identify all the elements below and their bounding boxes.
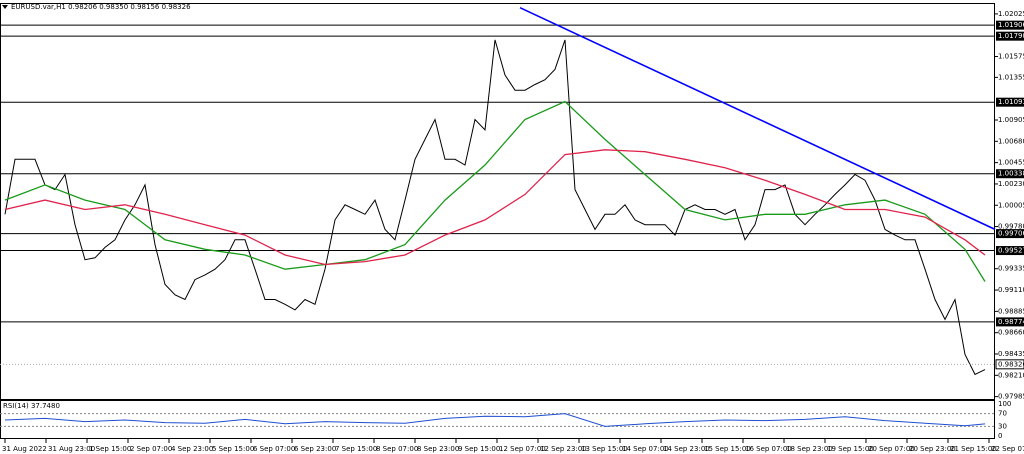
x-tick-label: 1 Sep 15:00 bbox=[89, 445, 131, 453]
current-price-label: 0.98326 bbox=[998, 360, 1024, 368]
y-tick-label: 1.00905 bbox=[998, 116, 1024, 124]
y-tick-label: 0.99335 bbox=[998, 265, 1024, 273]
x-tick-label: 18 Sep 23:00 bbox=[786, 445, 833, 453]
rsi-line bbox=[4, 413, 986, 427]
x-tick-label: 13 Sep 15:00 bbox=[581, 445, 628, 453]
x-tick-label: 6 Sep 07:00 bbox=[253, 445, 295, 453]
x-tick-label: 22 Sep 07:00 bbox=[991, 445, 1024, 453]
y-tick-label: 1.01575 bbox=[998, 53, 1024, 61]
x-tick-label: 16 Sep 07:00 bbox=[745, 445, 792, 453]
y-tick-label: 0.98885 bbox=[998, 307, 1024, 315]
price-frame bbox=[0, 3, 995, 400]
x-tick-label: 31 Aug 2022 bbox=[2, 445, 47, 453]
level-label: 0.99527 bbox=[998, 247, 1024, 255]
rsi-tick-label: 30 bbox=[998, 422, 1007, 430]
y-tick-label: 1.00230 bbox=[998, 180, 1024, 188]
rsi-tick-label: 100 bbox=[998, 400, 1011, 408]
rsi-tick-label: 0 bbox=[998, 432, 1002, 440]
y-tick-label: 1.01355 bbox=[998, 73, 1024, 81]
y-tick-label: 1.00455 bbox=[998, 159, 1024, 167]
level-box bbox=[996, 229, 1024, 239]
x-tick-label: 2 Sep 07:00 bbox=[130, 445, 172, 453]
x-tick-label: 8 Sep 23:00 bbox=[417, 445, 459, 453]
trend-line bbox=[519, 6, 996, 231]
x-tick-label: 9 Sep 15:00 bbox=[458, 445, 500, 453]
level-box bbox=[996, 20, 1024, 30]
level-label: 1.00338 bbox=[998, 170, 1024, 178]
x-tick-label: 31 Aug 23:00 bbox=[48, 445, 95, 453]
menu-arrow bbox=[2, 5, 8, 9]
level-box bbox=[996, 246, 1024, 256]
level-label: 1.01906 bbox=[998, 21, 1024, 29]
x-tick-label: 5 Sep 15:00 bbox=[212, 445, 254, 453]
x-tick-label: 6 Sep 23:00 bbox=[294, 445, 336, 453]
y-tick-label: 0.97985 bbox=[998, 393, 1024, 401]
x-tick-label: 21 Sep 15:00 bbox=[950, 445, 997, 453]
x-tick-label: 14 Sep 07:00 bbox=[622, 445, 669, 453]
x-tick-label: 12 Sep 07:00 bbox=[499, 445, 546, 453]
x-tick-label: 19 Sep 15:00 bbox=[827, 445, 874, 453]
x-tick-label: 20 Sep 23:00 bbox=[909, 445, 956, 453]
rsi-tick-label: 70 bbox=[998, 410, 1007, 418]
x-tick-label: 4 Sep 23:00 bbox=[171, 445, 213, 453]
level-box bbox=[996, 31, 1024, 41]
x-tick-label: 7 Sep 15:00 bbox=[335, 445, 377, 453]
y-tick-label: 1.00005 bbox=[998, 201, 1024, 209]
y-tick-label: 0.98435 bbox=[998, 350, 1024, 358]
rsi-title: RSI(14) 37.7480 bbox=[3, 402, 60, 410]
level-label: 0.98774 bbox=[998, 318, 1024, 326]
level-label: 1.01790 bbox=[998, 32, 1024, 40]
x-tick-label: 15 Sep 15:00 bbox=[704, 445, 751, 453]
y-tick-label: 1.00680 bbox=[998, 137, 1024, 145]
current-price-box bbox=[995, 359, 1024, 370]
level-box bbox=[996, 97, 1024, 107]
x-tick-label: 8 Sep 07:00 bbox=[376, 445, 418, 453]
level-box bbox=[996, 169, 1024, 179]
level-label: 0.99706 bbox=[998, 230, 1024, 238]
x-tick-label: 14 Sep 23:00 bbox=[663, 445, 710, 453]
level-label: 1.01093 bbox=[998, 98, 1024, 106]
y-tick-label: 1.02025 bbox=[998, 10, 1024, 18]
rsi-frame bbox=[0, 400, 995, 439]
moving-average bbox=[4, 149, 986, 266]
chart-title: EURUSD.var,H1 0.98206 0.98350 0.98156 0.… bbox=[11, 3, 191, 11]
x-tick-label: 20 Sep 07:00 bbox=[868, 445, 915, 453]
x-tick-label: 12 Sep 23:00 bbox=[540, 445, 587, 453]
level-box bbox=[996, 317, 1024, 327]
price-line bbox=[4, 39, 986, 376]
